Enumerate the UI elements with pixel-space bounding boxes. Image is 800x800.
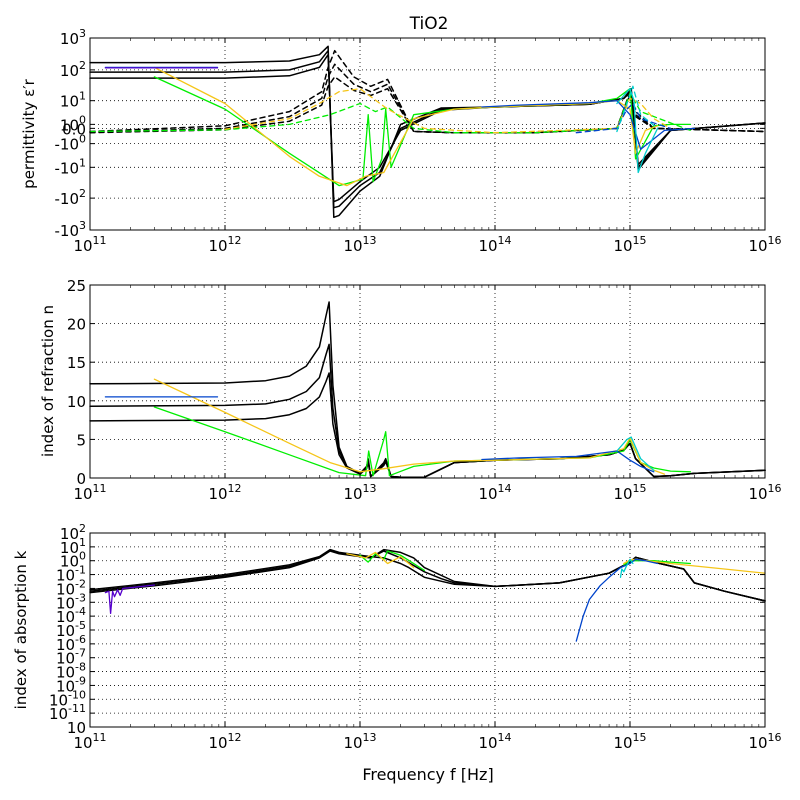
refraction-series-blue [104, 396, 655, 473]
absorption-xtick-label: 1014 [478, 731, 511, 752]
absorption-ytick-label: 10-9 [56, 674, 86, 695]
refraction-series-model-a [89, 301, 766, 478]
permittivity-series-model-b-dashed- [89, 63, 766, 134]
permittivity-xtick-label: 1011 [73, 234, 106, 255]
absorption-ytick-label: 10-4 [56, 605, 86, 626]
absorption-series-model-c [89, 548, 766, 602]
permittivity-series-blue [104, 66, 696, 150]
permittivity-series-cyan-dashed- [616, 85, 659, 133]
permittivity-series-yellow [153, 66, 659, 187]
absorption-xtick-label: 1016 [748, 731, 781, 752]
refraction-ylabel: index of refraction n [39, 305, 57, 457]
refraction-series-model-b [89, 343, 766, 478]
figure-title: TiO2 [409, 14, 449, 34]
refraction-ytick-label: 10 [67, 393, 86, 411]
absorption-ylabel: index of absorption k [12, 550, 30, 709]
absorption-ytick-label: 10-11 [49, 702, 86, 723]
permittivity-series-green-dashed- [89, 92, 692, 134]
refraction-ytick-label: 5 [76, 431, 86, 449]
absorption-xtick-label: 1012 [208, 731, 241, 752]
refraction-xtick-label: 1012 [208, 482, 241, 503]
refraction-xtick-label: 1011 [73, 482, 106, 503]
permittivity-ytick-label: -101 [55, 156, 87, 177]
permittivity-series-model-c-dashed- [89, 76, 766, 134]
refraction-ytick-label: 20 [67, 316, 86, 334]
refraction-axes-frame [89, 284, 766, 479]
refraction-xtick-label: 1014 [478, 482, 511, 503]
absorption-ytick-label: 10 [67, 719, 86, 737]
permittivity-ytick-label: -102 [55, 187, 87, 208]
permittivity-xtick-label: 1015 [613, 234, 646, 255]
permittivity-ylabel: permittivity ε′r [20, 78, 38, 188]
permittivity-series-model-a-solid- [89, 45, 766, 219]
permittivity-ytick-label: 101 [60, 90, 86, 111]
permittivity-series-blue-dashed- [575, 102, 672, 134]
absorption-xtick-label: 1011 [73, 731, 106, 752]
refraction-ytick-label: 25 [67, 277, 86, 295]
absorption-ytick-label: 101 [60, 536, 86, 557]
permittivity-ytick-label: 100 [60, 113, 86, 134]
absorption-series-blue [575, 558, 659, 642]
refraction-ytick-label: 0 [76, 470, 86, 488]
panel-permittivity: 1011 1012 1013 1014 1015 10161031021011000.0-… [20, 27, 782, 255]
permittivity-ytick-label: -100 [55, 133, 87, 154]
refraction-series-cyan [616, 436, 655, 471]
absorption-ytick-label: 10-7 [56, 647, 86, 668]
permittivity-axes-frame [89, 37, 766, 231]
permittivity-series-cyan [616, 88, 659, 174]
permittivity-xtick-label: 1014 [478, 234, 511, 255]
refraction-xtick-label: 1016 [748, 482, 781, 503]
permittivity-xtick-label: 1016 [748, 234, 781, 255]
refraction-ytick-label: 15 [67, 354, 86, 372]
absorption-series-purple [104, 584, 156, 615]
permittivity-ytick-label: 0.0 [62, 120, 86, 138]
absorption-xtick-label: 1013 [343, 731, 376, 752]
permittivity-xtick-label: 1013 [343, 234, 376, 255]
refraction-series-yellow [153, 378, 666, 475]
permittivity-ytick-label: -103 [55, 219, 87, 240]
absorption-ytick-label: 10-2 [56, 577, 86, 598]
absorption-ytick-label: 100 [60, 550, 86, 571]
absorption-series-model-b [89, 549, 766, 602]
permittivity-series-yellow-dashed- [224, 88, 672, 134]
absorption-ytick-label: 102 [60, 522, 86, 543]
absorption-ytick-label: 10-5 [56, 619, 86, 640]
absorption-ytick-label: 10-10 [49, 688, 86, 709]
absorption-ytick-label: 10-1 [56, 564, 86, 585]
absorption-ytick-label: 10-8 [56, 661, 86, 682]
refraction-series-model-c [89, 372, 766, 478]
permittivity-xtick-label: 1012 [208, 234, 241, 255]
permittivity-ytick-label: 103 [60, 27, 86, 48]
absorption-series-model-a [89, 548, 766, 602]
absorption-ytick-label: 10-3 [56, 591, 86, 612]
absorption-series-cyan [619, 558, 634, 578]
permittivity-ytick-label: 102 [60, 59, 86, 80]
absorption-ytick-label: 10-6 [56, 633, 86, 654]
panel-absorption: 1011 1012 1013 1014 1015 101610210110010-110-… [12, 522, 782, 752]
refraction-xtick-label: 1015 [613, 482, 646, 503]
absorption-xtick-label: 1015 [613, 731, 646, 752]
x-axis-label: Frequency f [Hz] [362, 765, 493, 784]
refraction-xtick-label: 1013 [343, 482, 376, 503]
